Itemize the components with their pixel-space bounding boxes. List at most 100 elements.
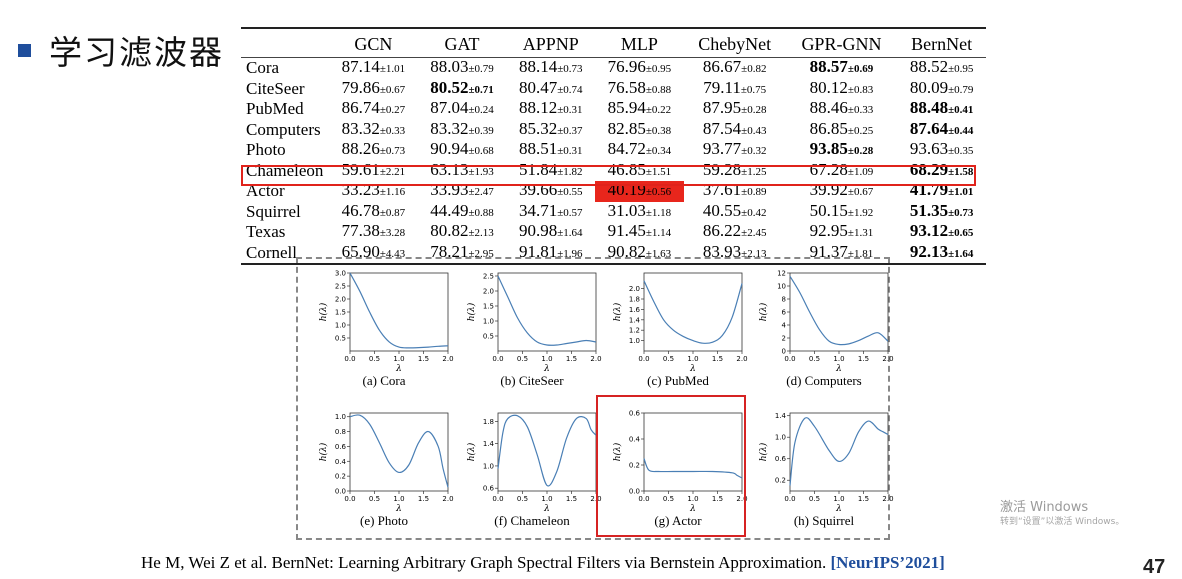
y-tick-label: 0.4 bbox=[335, 458, 347, 466]
mean-accuracy: 51.84 bbox=[518, 159, 558, 179]
x-tick-label: 0.0 bbox=[638, 495, 649, 503]
std-dev: ±1.82 bbox=[557, 165, 583, 178]
x-tick-label: 2.0 bbox=[882, 495, 893, 503]
mean-accuracy: 80.52 bbox=[430, 77, 469, 97]
mean-accuracy: 87.64 bbox=[909, 118, 949, 138]
dataset-name: CiteSeer bbox=[246, 78, 305, 98]
result-cell: 80.47±0.74 bbox=[506, 78, 595, 100]
mean-accuracy: 59.61 bbox=[341, 159, 380, 179]
filter-plot-svg: 0.0 0.5 1.0 1.5 2.0 0.5 1.0 1.5 2.0 2.5 3.0 λ h(λ) bbox=[318, 270, 454, 375]
result-cell: 85.32±0.37 bbox=[506, 119, 595, 141]
result-cell: 46.78±0.87 bbox=[329, 200, 418, 223]
y-tick-label: 4 bbox=[782, 322, 787, 330]
mean-accuracy: 83.32 bbox=[430, 118, 469, 138]
mean-accuracy: 87.54 bbox=[702, 118, 742, 138]
result-cell: 88.48±0.41 bbox=[897, 98, 986, 120]
filter-curve bbox=[349, 272, 449, 349]
x-tick-label: 0.0 bbox=[344, 355, 355, 363]
x-tick-label: 1.5 bbox=[566, 495, 577, 503]
x-axis-label: λ bbox=[689, 364, 696, 374]
y-tick-label: 1.4 bbox=[775, 412, 787, 420]
mean-accuracy: 87.04 bbox=[430, 98, 469, 117]
std-dev: ±0.27 bbox=[379, 104, 406, 116]
std-dev: ±0.75 bbox=[740, 83, 767, 96]
result-cell: 93.77±0.32 bbox=[684, 139, 786, 161]
x-axis-label: λ bbox=[543, 504, 550, 514]
y-tick-label: 0.8 bbox=[335, 428, 346, 436]
std-dev: ±0.68 bbox=[468, 145, 494, 157]
y-tick-label: 0.0 bbox=[629, 488, 640, 496]
column-header: APPNP bbox=[506, 28, 596, 58]
actor-row-highlight bbox=[241, 165, 976, 186]
result-cell: 31.03±1.18 bbox=[595, 201, 684, 223]
std-dev: ±0.25 bbox=[847, 124, 874, 137]
citation: He M, Wei Z et al. BernNet: Learning Arb… bbox=[141, 553, 945, 573]
x-tick-label: 0.5 bbox=[663, 495, 674, 503]
x-tick-label: 1.5 bbox=[712, 495, 723, 503]
plot-caption: (b) CiteSeer bbox=[500, 373, 564, 388]
std-dev: ±0.67 bbox=[847, 186, 874, 198]
mean-accuracy: 91.45 bbox=[607, 221, 646, 240]
citation-text: He M, Wei Z et al. BernNet: Learning Arb… bbox=[141, 553, 831, 572]
y-tick-label: 0.6 bbox=[335, 443, 347, 451]
result-cell: 87.54±0.43 bbox=[684, 118, 786, 141]
result-cell: 88.26±0.73 bbox=[329, 139, 418, 161]
mean-accuracy: 92.13 bbox=[909, 241, 949, 261]
mean-accuracy: 93.12 bbox=[909, 221, 949, 240]
std-dev: ±0.95 bbox=[948, 63, 974, 75]
mean-accuracy: 93.63 bbox=[909, 139, 949, 158]
mean-accuracy: 79.11 bbox=[703, 77, 741, 97]
std-dev: ±1.63 bbox=[645, 247, 672, 260]
std-dev: ±0.88 bbox=[468, 206, 494, 219]
x-tick-label: 1.0 bbox=[393, 355, 404, 363]
result-cell: 88.14±0.73 bbox=[506, 57, 595, 79]
std-dev: ±3.28 bbox=[379, 227, 406, 239]
x-tick-label: 2.0 bbox=[736, 355, 747, 363]
plot-caption: (e) Photo bbox=[359, 513, 409, 528]
result-cell: 80.12±0.83 bbox=[786, 78, 898, 100]
result-cell: 87.64±0.44 bbox=[897, 118, 986, 141]
std-dev: ±0.31 bbox=[557, 145, 583, 157]
result-cell: 80.52±0.71 bbox=[418, 77, 507, 100]
mean-accuracy: 46.78 bbox=[341, 200, 380, 220]
plot-frame bbox=[497, 412, 597, 492]
mean-accuracy: 51.35 bbox=[909, 200, 949, 220]
result-cell: 93.63±0.35 bbox=[897, 139, 986, 161]
std-dev: ±1.09 bbox=[847, 165, 874, 178]
x-tick-label: 0.5 bbox=[517, 355, 528, 363]
plot-frame bbox=[643, 272, 743, 352]
std-dev: ±1.01 bbox=[379, 63, 406, 75]
y-tick-label: 1.0 bbox=[775, 434, 786, 442]
std-dev: ±2.95 bbox=[468, 247, 494, 260]
std-dev: ±1.14 bbox=[645, 227, 672, 239]
mean-accuracy: 78.21 bbox=[430, 241, 469, 261]
y-axis-label: h(λ) bbox=[758, 302, 769, 321]
plot-caption: (d) Computers bbox=[786, 373, 862, 388]
y-tick-label: 8 bbox=[782, 296, 786, 304]
x-tick-label: 2.0 bbox=[882, 355, 893, 363]
result-cell: 50.15±1.92 bbox=[786, 201, 898, 223]
mean-accuracy: 40.55 bbox=[702, 200, 742, 220]
filter-plot: 0.0 0.5 1.0 1.5 2.0 1.0 1.2 1.4 1.6 1.8 2.0 λ h(λ) (c… bbox=[608, 265, 748, 390]
x-tick-label: 1.0 bbox=[541, 495, 552, 503]
std-dev: ±0.88 bbox=[645, 83, 672, 96]
table-row: Squirrel 46.78±0.87 44.49±0.88 34.71±0.57 31… bbox=[241, 200, 986, 223]
filter-plot: 0.0 0.5 1.0 1.5 2.0 0.2 0.6 1.0 1.4 λ h(λ) (h) Squi… bbox=[754, 405, 894, 530]
mean-accuracy: 91.81 bbox=[518, 241, 558, 261]
mean-accuracy: 63.13 bbox=[430, 159, 469, 179]
x-tick-label: 1.5 bbox=[858, 355, 869, 363]
y-tick-label: 1.0 bbox=[335, 322, 346, 330]
x-tick-label: 0.0 bbox=[492, 495, 503, 503]
filter-curve bbox=[497, 275, 597, 346]
result-cell: 84.72±0.34 bbox=[595, 139, 684, 161]
std-dev: ±1.18 bbox=[645, 206, 672, 219]
filter-plot: 0.0 0.5 1.0 1.5 2.0 0.5 1.0 1.5 2.0 2.5 3.0 λ h(λ) (a… bbox=[314, 265, 454, 390]
std-dev: ±0.39 bbox=[468, 124, 494, 137]
filter-curve bbox=[349, 414, 449, 488]
y-axis-label: h(λ) bbox=[758, 442, 769, 461]
y-tick-label: 1.0 bbox=[483, 462, 494, 470]
y-axis-label: h(λ) bbox=[318, 442, 329, 461]
mean-accuracy: 93.77 bbox=[702, 139, 742, 158]
mean-accuracy: 67.28 bbox=[809, 159, 848, 179]
std-dev: ±1.25 bbox=[741, 165, 767, 178]
